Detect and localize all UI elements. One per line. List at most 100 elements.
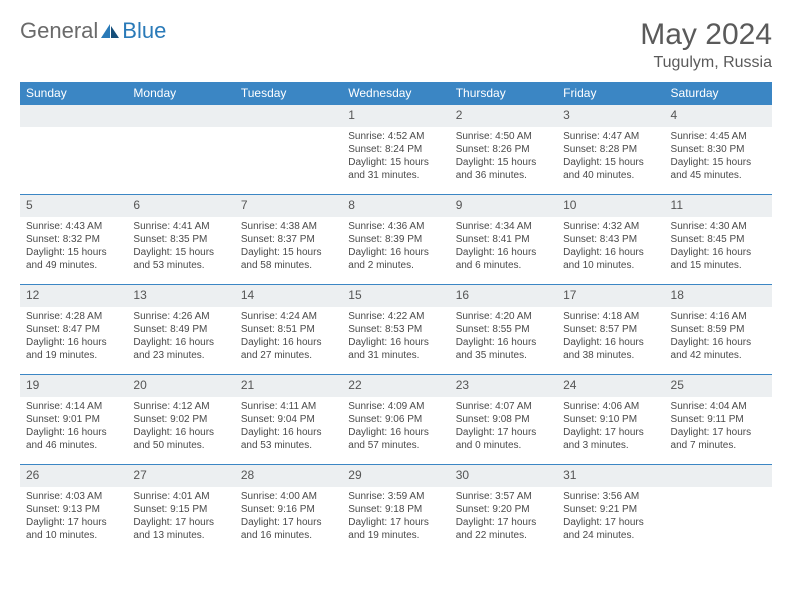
detail-line: Sunset: 8:39 PM: [348, 233, 443, 246]
detail-line: Sunrise: 3:59 AM: [348, 490, 443, 503]
day-number-cell: 20: [127, 375, 234, 397]
detail-line: Sunrise: 4:09 AM: [348, 400, 443, 413]
detail-line: and 46 minutes.: [26, 439, 121, 452]
detail-line: Sunrise: 4:11 AM: [241, 400, 336, 413]
day-number-cell: 23: [450, 375, 557, 397]
detail-line: Sunrise: 4:28 AM: [26, 310, 121, 323]
day-number-cell: 24: [557, 375, 664, 397]
detail-line: Sunset: 8:43 PM: [563, 233, 658, 246]
detail-line: Daylight: 16 hours: [133, 336, 228, 349]
detail-line: Sunrise: 4:38 AM: [241, 220, 336, 233]
day-detail-cell: Sunrise: 4:06 AMSunset: 9:10 PMDaylight:…: [557, 397, 664, 465]
detail-line: Daylight: 16 hours: [456, 336, 551, 349]
day-detail-cell: Sunrise: 4:34 AMSunset: 8:41 PMDaylight:…: [450, 217, 557, 285]
day-number-cell: 8: [342, 195, 449, 217]
day-number-row: 12131415161718: [20, 285, 772, 307]
detail-line: and 57 minutes.: [348, 439, 443, 452]
day-number-cell: 30: [450, 465, 557, 487]
detail-line: and 42 minutes.: [671, 349, 766, 362]
day-detail-cell: Sunrise: 4:14 AMSunset: 9:01 PMDaylight:…: [20, 397, 127, 465]
day-number-cell: 12: [20, 285, 127, 307]
day-number-cell: 19: [20, 375, 127, 397]
day-detail-cell: Sunrise: 3:57 AMSunset: 9:20 PMDaylight:…: [450, 487, 557, 555]
detail-line: Daylight: 16 hours: [348, 336, 443, 349]
detail-line: Sunset: 9:20 PM: [456, 503, 551, 516]
day-detail-cell: Sunrise: 4:00 AMSunset: 9:16 PMDaylight:…: [235, 487, 342, 555]
detail-line: Daylight: 16 hours: [563, 246, 658, 259]
day-number-cell: 27: [127, 465, 234, 487]
detail-line: Sunrise: 4:50 AM: [456, 130, 551, 143]
detail-line: Sunset: 8:30 PM: [671, 143, 766, 156]
detail-line: Daylight: 15 hours: [671, 156, 766, 169]
day-number-cell: 10: [557, 195, 664, 217]
day-detail-cell: Sunrise: 4:36 AMSunset: 8:39 PMDaylight:…: [342, 217, 449, 285]
detail-line: Sunset: 8:37 PM: [241, 233, 336, 246]
detail-line: Daylight: 17 hours: [563, 516, 658, 529]
logo-sail-icon: [100, 23, 120, 39]
detail-line: Sunrise: 4:41 AM: [133, 220, 228, 233]
detail-line: Daylight: 15 hours: [456, 156, 551, 169]
day-number-cell: [127, 105, 234, 127]
day-detail-row: Sunrise: 4:14 AMSunset: 9:01 PM Daylight:…: [20, 397, 772, 465]
day-detail-cell: Sunrise: 4:30 AMSunset: 8:45 PMDaylight:…: [665, 217, 772, 285]
detail-line: Sunrise: 4:32 AM: [563, 220, 658, 233]
day-detail-cell: Sunrise: 4:20 AMSunset: 8:55 PMDaylight:…: [450, 307, 557, 375]
day-detail-cell: [235, 127, 342, 195]
day-number-cell: 21: [235, 375, 342, 397]
detail-line: Sunset: 8:24 PM: [348, 143, 443, 156]
day-detail-cell: Sunrise: 4:16 AMSunset: 8:59 PMDaylight:…: [665, 307, 772, 375]
day-number-cell: 28: [235, 465, 342, 487]
day-number-cell: 5: [20, 195, 127, 217]
day-number-cell: 9: [450, 195, 557, 217]
day-detail-cell: Sunrise: 4:32 AMSunset: 8:43 PMDaylight:…: [557, 217, 664, 285]
calendar-table: SundayMondayTuesdayWednesdayThursdayFrid…: [20, 82, 772, 555]
detail-line: Daylight: 16 hours: [26, 336, 121, 349]
header: General Blue May 2024 Tugulym, Russia: [20, 18, 772, 72]
detail-line: and 31 minutes.: [348, 349, 443, 362]
detail-line: Sunset: 9:01 PM: [26, 413, 121, 426]
detail-line: and 50 minutes.: [133, 439, 228, 452]
day-number-cell: 16: [450, 285, 557, 307]
detail-line: and 10 minutes.: [563, 259, 658, 272]
detail-line: Sunset: 9:10 PM: [563, 413, 658, 426]
detail-line: and 13 minutes.: [133, 529, 228, 542]
day-number-cell: 31: [557, 465, 664, 487]
logo-text-blue: Blue: [122, 18, 166, 44]
day-number-cell: [235, 105, 342, 127]
day-detail-cell: Sunrise: 4:26 AMSunset: 8:49 PMDaylight:…: [127, 307, 234, 375]
day-detail-cell: Sunrise: 3:59 AMSunset: 9:18 PMDaylight:…: [342, 487, 449, 555]
day-detail-row: Sunrise: 4:28 AMSunset: 8:47 PMDaylight:…: [20, 307, 772, 375]
detail-line: Sunset: 9:15 PM: [133, 503, 228, 516]
day-number-cell: 29: [342, 465, 449, 487]
detail-line: Sunrise: 4:16 AM: [671, 310, 766, 323]
detail-line: Daylight: 17 hours: [348, 516, 443, 529]
detail-line: Daylight: 16 hours: [241, 336, 336, 349]
detail-line: Daylight: 17 hours: [671, 426, 766, 439]
detail-line: Sunrise: 4:30 AM: [671, 220, 766, 233]
detail-line: Daylight: 15 hours: [26, 246, 121, 259]
day-number-cell: [20, 105, 127, 127]
detail-line: Sunrise: 4:03 AM: [26, 490, 121, 503]
detail-line: and 0 minutes.: [456, 439, 551, 452]
detail-line: Sunset: 8:35 PM: [133, 233, 228, 246]
detail-line: Daylight: 15 hours: [241, 246, 336, 259]
detail-line: Sunset: 8:51 PM: [241, 323, 336, 336]
detail-line: Sunrise: 4:14 AM: [26, 400, 121, 413]
location: Tugulym, Russia: [640, 54, 772, 72]
day-number-cell: 3: [557, 105, 664, 127]
detail-line: and 6 minutes.: [456, 259, 551, 272]
detail-line: Sunrise: 4:24 AM: [241, 310, 336, 323]
day-detail-cell: Sunrise: 4:52 AMSunset: 8:24 PMDaylight:…: [342, 127, 449, 195]
day-detail-cell: Sunrise: 4:41 AMSunset: 8:35 PMDaylight:…: [127, 217, 234, 285]
detail-line: Sunset: 9:08 PM: [456, 413, 551, 426]
detail-line: Daylight: 17 hours: [456, 516, 551, 529]
detail-line: and 38 minutes.: [563, 349, 658, 362]
detail-line: Sunrise: 4:07 AM: [456, 400, 551, 413]
detail-line: Daylight: 17 hours: [563, 426, 658, 439]
detail-line: Daylight: 15 hours: [133, 246, 228, 259]
detail-line: and 22 minutes.: [456, 529, 551, 542]
detail-line: Sunrise: 4:18 AM: [563, 310, 658, 323]
day-number-cell: 13: [127, 285, 234, 307]
day-number-cell: 1: [342, 105, 449, 127]
detail-line: and 15 minutes.: [671, 259, 766, 272]
